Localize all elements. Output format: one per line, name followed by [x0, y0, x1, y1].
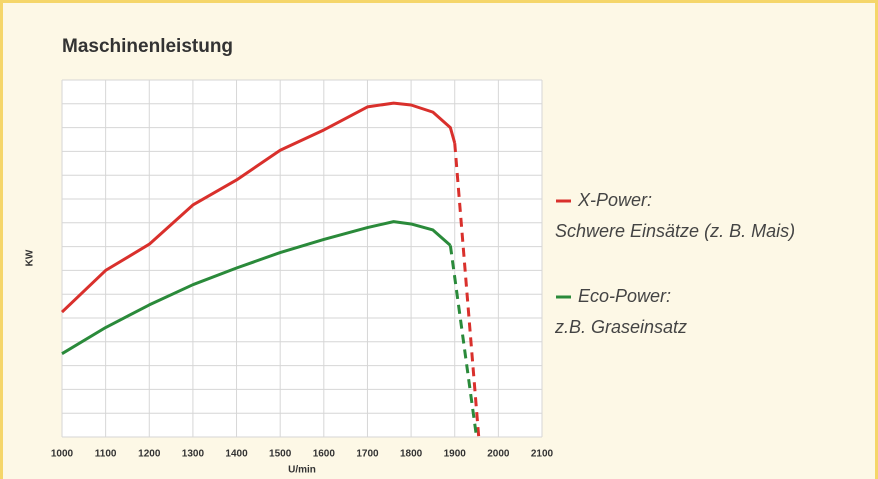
legend-description: Schwere Einsätze (z. B. Mais) — [555, 221, 795, 241]
x-tick-label: 1900 — [444, 449, 467, 460]
x-tick-label: 1500 — [269, 449, 292, 460]
dashed-line — [453, 142, 481, 438]
y-axis-label: KW — [25, 249, 36, 266]
x-tick-label: 2100 — [531, 449, 554, 460]
x-tick-label: 1000 — [51, 449, 74, 460]
dashed-line — [448, 245, 479, 438]
x-tick-label: 1300 — [182, 449, 205, 460]
x-tick-label: 1200 — [138, 449, 161, 460]
line — [60, 101, 457, 314]
x-tick-label: 1700 — [356, 449, 379, 460]
x-tick-label: 1400 — [225, 449, 248, 460]
x-tick-label: 1800 — [400, 449, 423, 460]
chart-title: Maschinenleistung — [62, 36, 233, 57]
x-tick-label: 1600 — [313, 449, 336, 460]
x-tick-label: 2000 — [487, 449, 510, 460]
x-axis-label: U/min — [288, 465, 316, 476]
legend-label: Eco-Power: — [578, 286, 671, 306]
x-tick-label: 1100 — [95, 449, 117, 460]
line — [61, 220, 452, 355]
legend-description: z.B. Graseinsatz — [554, 317, 687, 337]
legend-label: X-Power: — [577, 190, 652, 210]
